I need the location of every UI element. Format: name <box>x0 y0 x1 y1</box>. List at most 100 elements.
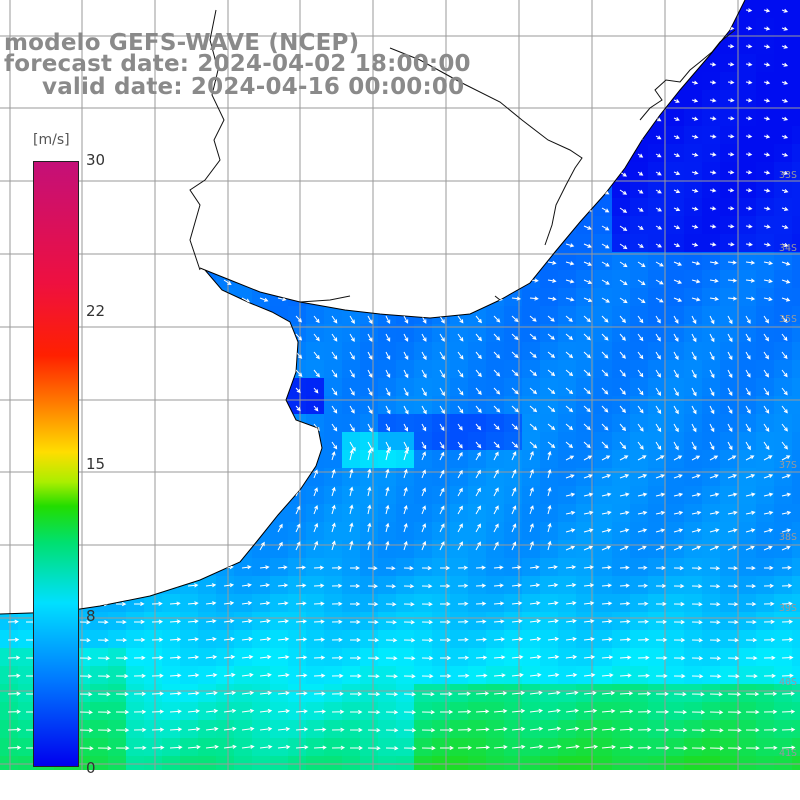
wind-arrow <box>205 619 217 624</box>
wind-cell <box>522 396 541 415</box>
wind-cell <box>774 234 793 253</box>
wind-cell <box>468 594 487 613</box>
wind-arrow <box>547 296 557 301</box>
wind-arrow <box>439 405 445 414</box>
wind-arrow <box>583 333 591 341</box>
wind-arrow <box>709 278 719 283</box>
wind-cell <box>720 648 739 667</box>
wind-cell <box>144 630 163 649</box>
wind-cell <box>774 396 793 415</box>
wind-arrow <box>421 405 427 415</box>
wind-arrow <box>205 601 217 606</box>
wind-arrow <box>421 619 434 625</box>
wind-arrow <box>745 278 756 283</box>
wind-arrow <box>493 727 508 732</box>
wind-cell <box>414 594 433 613</box>
wind-arrow <box>781 441 788 450</box>
wind-cell <box>612 414 631 433</box>
wind-cell <box>576 738 595 757</box>
wind-cell <box>756 594 775 613</box>
wind-arrow <box>745 26 753 31</box>
wind-arrow <box>367 504 372 515</box>
wind-cell <box>396 396 415 415</box>
wind-arrow <box>511 451 517 461</box>
wind-arrow <box>781 8 789 13</box>
wind-cell <box>342 522 361 541</box>
wind-arrow <box>151 745 165 750</box>
wind-arrow <box>457 441 463 449</box>
wind-cell <box>684 684 703 703</box>
wind-arrow <box>691 710 706 715</box>
wind-arrow <box>223 654 236 660</box>
wind-arrow <box>277 745 291 750</box>
wind-cell <box>360 522 379 541</box>
wind-cell <box>342 396 361 415</box>
wind-cell <box>306 522 325 541</box>
wind-cell <box>432 450 451 469</box>
wind-arrow <box>601 455 611 461</box>
wind-arrow <box>547 315 555 322</box>
wind-arrow <box>241 654 254 660</box>
wind-arrow <box>619 405 626 414</box>
wind-arrow <box>745 369 751 378</box>
wind-cell <box>594 378 613 397</box>
wind-arrow <box>565 455 575 461</box>
wind-cell <box>558 630 577 649</box>
wind-cell <box>666 306 685 325</box>
wind-cell <box>504 504 523 523</box>
border-line <box>299 295 351 303</box>
wind-arrow <box>655 333 661 342</box>
wind-cell <box>324 306 343 325</box>
wind-cell <box>558 738 577 757</box>
wind-cell <box>486 756 505 775</box>
wind-arrow <box>655 189 662 194</box>
wind-arrow <box>691 728 706 733</box>
wind-arrow <box>169 601 181 606</box>
wind-cell <box>558 360 577 379</box>
wind-arrow <box>385 540 390 551</box>
wind-cell <box>306 720 325 739</box>
wind-arrow <box>313 315 320 324</box>
wind-cell <box>108 738 127 757</box>
wind-cell <box>432 540 451 559</box>
wind-arrow <box>763 423 770 432</box>
wind-cell <box>522 378 541 397</box>
wind-cell <box>342 486 361 505</box>
wind-arrow <box>709 387 715 397</box>
wind-cell <box>324 684 343 703</box>
wind-cell <box>486 414 505 433</box>
wind-cell <box>774 414 793 433</box>
wind-cell <box>648 558 667 577</box>
wind-cell <box>180 648 199 667</box>
wind-cell <box>540 342 559 361</box>
wind-arrow <box>457 691 471 696</box>
wind-cell <box>720 378 739 397</box>
wind-cell <box>522 720 541 739</box>
wind-cell <box>720 360 739 379</box>
wind-cell <box>342 630 361 649</box>
wind-arrow <box>727 116 735 121</box>
wind-arrow <box>745 170 753 175</box>
wind-cell <box>540 630 559 649</box>
wind-arrow <box>763 134 771 139</box>
wind-cell <box>360 702 379 721</box>
wind-cell <box>684 594 703 613</box>
wind-cell <box>378 684 397 703</box>
wind-cell <box>360 648 379 667</box>
wind-cell <box>414 378 433 397</box>
border-line <box>189 9 225 271</box>
wind-arrow <box>601 673 614 678</box>
wind-arrow <box>529 333 537 340</box>
wind-cell <box>648 720 667 739</box>
wind-arrow <box>601 207 610 213</box>
wind-arrow <box>7 619 19 624</box>
wind-arrow <box>763 261 774 266</box>
wind-cell <box>342 432 361 451</box>
wind-cell <box>666 630 685 649</box>
wind-arrow <box>547 441 556 449</box>
wind-cell <box>378 576 397 595</box>
wind-cell <box>792 522 800 541</box>
wind-arrow <box>691 545 702 551</box>
wind-arrow <box>151 619 164 624</box>
wind-arrow <box>331 423 338 432</box>
